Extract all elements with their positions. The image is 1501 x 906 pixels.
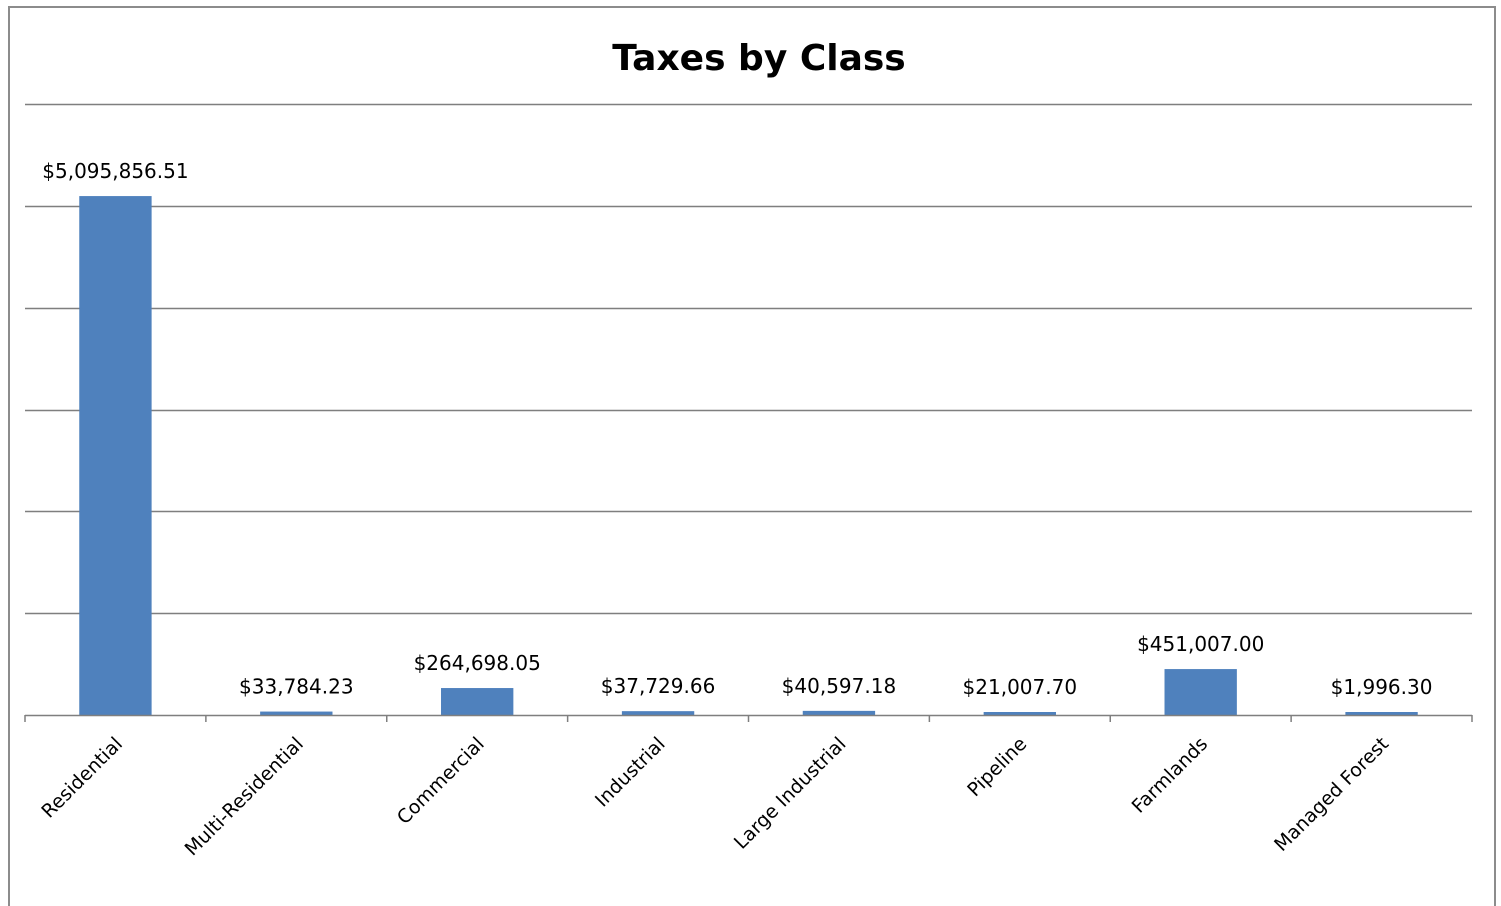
data-labels: $5,095,856.51 $33,784.23 $264,698.05 $37,72… (42, 159, 1432, 699)
data-label: $21,007.70 (963, 675, 1078, 699)
x-tick-label: Large Industrial (730, 733, 851, 854)
x-tick-label: Pipeline (963, 733, 1031, 801)
bars (79, 196, 1418, 715)
x-tick-label: Commercial (393, 733, 489, 829)
bar (802, 710, 876, 715)
chart-title: Taxes by Class (612, 38, 905, 79)
bar (1164, 669, 1237, 715)
bar (260, 711, 333, 715)
data-label: $37,729.66 (601, 674, 716, 698)
bar (79, 196, 152, 715)
x-tick-label: Industrial (591, 733, 670, 812)
bar (621, 711, 695, 715)
data-label: $5,095,856.51 (42, 159, 188, 183)
x-tick-label: Residential (37, 733, 127, 823)
gridlines (25, 103, 1472, 615)
x-axis: Residential Multi-Residential Commercial In… (24, 714, 1473, 860)
data-label: $264,698.05 (414, 651, 541, 675)
bar (441, 688, 514, 715)
x-tick-label: Managed Forest (1270, 733, 1393, 856)
data-label: $33,784.23 (239, 675, 354, 699)
bar (1345, 712, 1418, 715)
data-label: $40,597.18 (782, 674, 897, 698)
chart-frame (8, 6, 1496, 906)
bar (983, 712, 1056, 715)
data-label: $451,007.00 (1137, 632, 1264, 656)
x-tick-label: Farmlands (1128, 733, 1213, 818)
data-label: $1,996.30 (1331, 675, 1433, 699)
x-tick-label: Multi-Residential (181, 733, 308, 860)
